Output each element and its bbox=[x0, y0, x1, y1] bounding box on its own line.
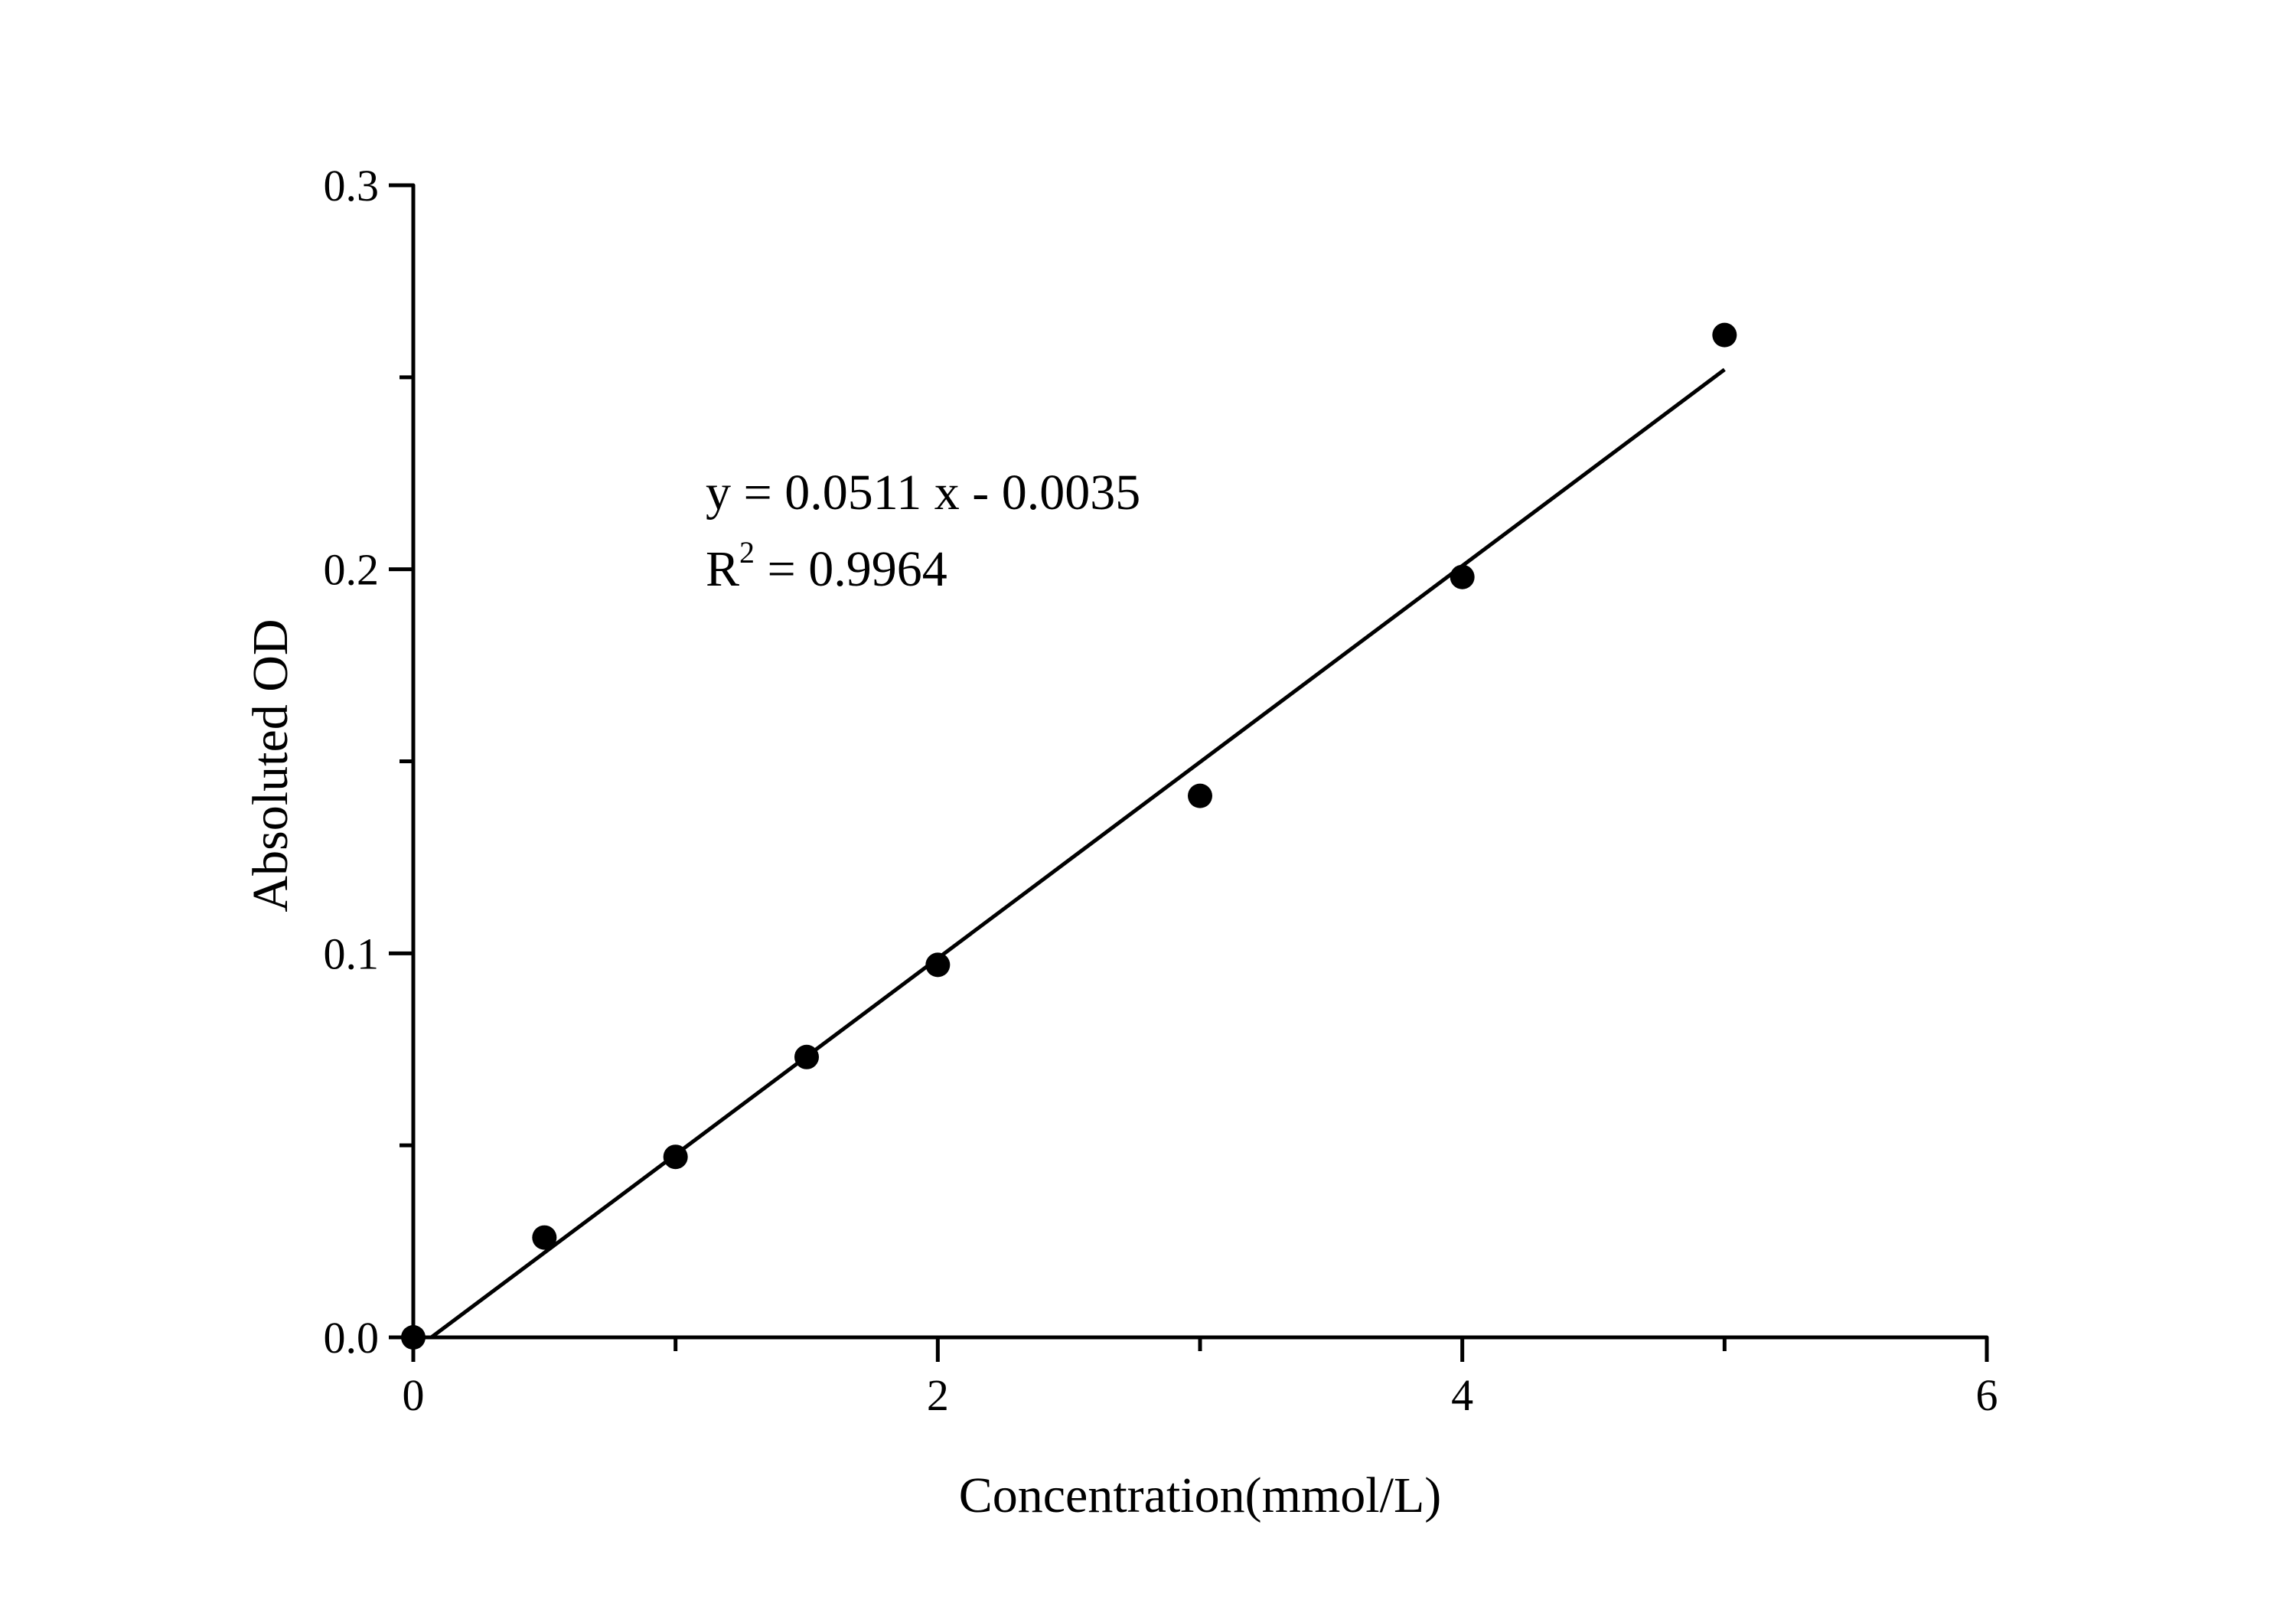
x-tick-label: 4 bbox=[1451, 1370, 1473, 1420]
ticks: 0 2 4 6 0.0 0.1 0.2 0.3 bbox=[324, 161, 1998, 1420]
x-tick-label: 0 bbox=[403, 1370, 425, 1420]
data-point bbox=[663, 1144, 688, 1170]
y-axis-label: Absoluted OD bbox=[243, 619, 298, 912]
fit-line bbox=[430, 367, 1726, 1339]
y-tick-label: 0.3 bbox=[324, 161, 380, 211]
x-tick-label: 2 bbox=[927, 1370, 949, 1420]
data-point bbox=[1712, 322, 1737, 348]
x-tick-label: 6 bbox=[1976, 1370, 1998, 1420]
x-axis-label: Concentration(mmol/L) bbox=[959, 1468, 1442, 1523]
data-points bbox=[401, 322, 1737, 1350]
data-point bbox=[1188, 783, 1212, 808]
r-squared: R2 = 0.9964 bbox=[706, 535, 947, 597]
data-point bbox=[794, 1044, 819, 1069]
fit-line-group bbox=[430, 367, 1726, 1339]
data-point bbox=[925, 952, 951, 978]
y-tick-label: 0.0 bbox=[324, 1313, 380, 1363]
data-point bbox=[532, 1225, 557, 1250]
y-tick-label: 0.2 bbox=[324, 545, 380, 595]
data-point bbox=[1450, 564, 1475, 589]
fit-equation: y = 0.0511 x - 0.0035 bbox=[706, 465, 1140, 521]
data-point bbox=[401, 1325, 426, 1350]
y-tick-label: 0.1 bbox=[324, 929, 380, 978]
